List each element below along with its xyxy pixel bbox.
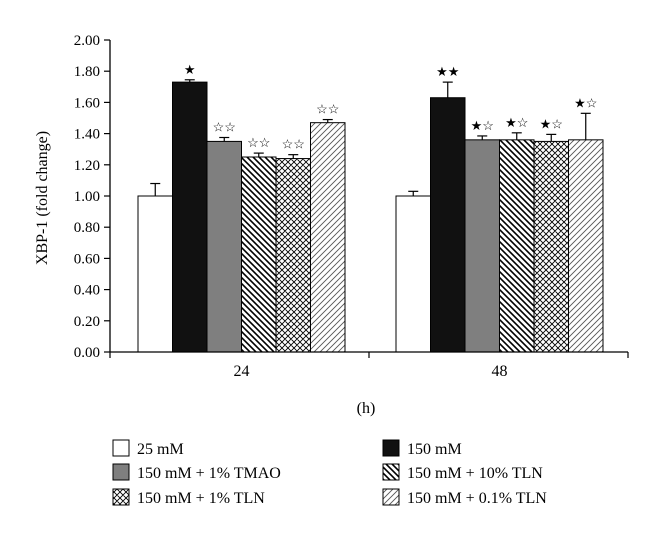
legend-swatch xyxy=(112,488,130,506)
y-tick-label: 1.00 xyxy=(74,189,100,205)
y-axis-label: XBP-1 (fold change) xyxy=(34,131,51,265)
significance-mark: ★☆ xyxy=(471,118,494,133)
bar xyxy=(568,139,604,353)
significance-mark: ☆☆ xyxy=(282,137,305,152)
significance-mark: ☆☆ xyxy=(247,135,270,150)
bar xyxy=(275,158,311,353)
y-tick-label: 0.20 xyxy=(74,314,100,330)
y-tick-label: 1.60 xyxy=(74,95,100,111)
y-tick-label: 0.80 xyxy=(74,220,100,236)
y-tick-label: 0.40 xyxy=(74,283,100,299)
significance-mark: ★☆ xyxy=(540,116,563,131)
significance-mark: ☆☆ xyxy=(213,120,236,135)
x-tick-label: 24 xyxy=(234,363,250,380)
bar xyxy=(310,122,346,353)
x-axis-label: (h) xyxy=(357,400,376,417)
bar xyxy=(206,140,242,353)
bar xyxy=(464,139,500,353)
significance-mark: ☆☆ xyxy=(316,102,339,117)
bar xyxy=(172,81,208,353)
bar xyxy=(241,156,277,353)
y-tick-label: 0.00 xyxy=(74,345,100,361)
legend-swatch xyxy=(382,439,400,457)
y-tick-label: 1.40 xyxy=(74,127,100,143)
x-tick-label: 48 xyxy=(492,363,508,380)
legend-label: 150 mM xyxy=(407,441,462,458)
legend-swatch xyxy=(112,439,130,457)
legend-label: 150 mM + 10% TLN xyxy=(407,465,543,482)
significance-mark: ★★ xyxy=(436,64,459,79)
legend-label: 150 mM + 1% TMAO xyxy=(137,465,281,482)
bar xyxy=(395,195,431,353)
bar xyxy=(499,139,535,353)
legend-swatch xyxy=(382,488,400,506)
y-tick-label: 1.20 xyxy=(74,158,100,174)
y-tick-label: 1.80 xyxy=(74,64,100,80)
legend-label: 150 mM + 1% TLN xyxy=(137,490,265,507)
y-tick-label: 0.60 xyxy=(74,251,100,267)
legend-label: 25 mM xyxy=(137,441,184,458)
legend-swatch xyxy=(112,463,130,481)
legend-label: 150 mM + 0.1% TLN xyxy=(407,490,547,507)
bar xyxy=(533,140,569,353)
bar xyxy=(137,195,173,353)
legend: 25 mM 150 mM 150 mM + 1% TMAO 150 mM + 10% … xyxy=(112,439,547,507)
y-tick-label: 2.00 xyxy=(74,33,100,49)
bar xyxy=(430,97,466,353)
significance-mark: ★☆ xyxy=(574,95,597,110)
plot-area: 0.00 0.20 0.40 0.60 0.80 1.00 1.20 1.40 1.60 1.80… xyxy=(74,33,629,380)
significance-mark: ★☆ xyxy=(505,115,528,130)
significance-mark: ★ xyxy=(184,62,196,77)
legend-swatch xyxy=(382,463,400,481)
